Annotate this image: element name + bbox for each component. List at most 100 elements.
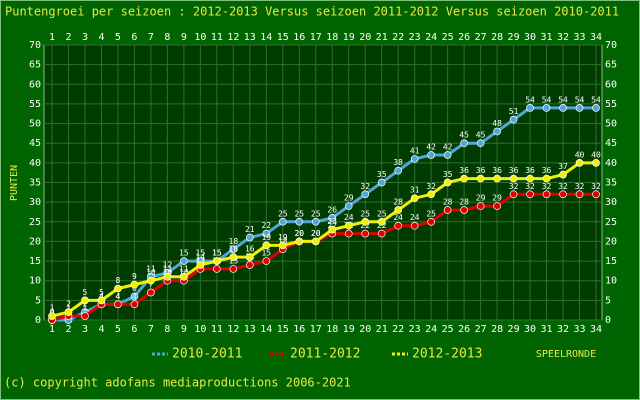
data-label: 18 bbox=[229, 237, 239, 246]
x-tick-label-top: 13 bbox=[244, 32, 256, 43]
x-tick-label-top: 6 bbox=[131, 32, 137, 43]
x-tick-label: 26 bbox=[458, 324, 470, 335]
data-label: 15 bbox=[212, 249, 222, 258]
x-tick-label-top: 11 bbox=[211, 32, 223, 43]
data-point bbox=[328, 214, 337, 222]
data-label: 35 bbox=[443, 170, 453, 179]
x-tick-label: 16 bbox=[293, 324, 305, 335]
x-tick-label: 12 bbox=[227, 324, 239, 335]
data-label: 32 bbox=[558, 182, 568, 191]
data-point bbox=[377, 178, 386, 187]
data-label: 10 bbox=[179, 268, 189, 277]
series-line bbox=[52, 106, 596, 322]
data-point bbox=[427, 151, 436, 159]
data-label: 0 bbox=[50, 308, 55, 317]
data-point bbox=[460, 206, 468, 214]
data-point bbox=[575, 190, 584, 199]
data-point bbox=[410, 194, 419, 203]
x-tick-label: 17 bbox=[310, 324, 322, 335]
data-label: 29 bbox=[492, 194, 502, 203]
y-tick-label: 20 bbox=[29, 236, 41, 247]
data-label: 36 bbox=[492, 166, 502, 175]
data-point bbox=[592, 159, 600, 167]
y-tick-label-right: 70 bbox=[605, 40, 617, 51]
x-tick-label-top: 8 bbox=[164, 32, 170, 43]
x-tick-label: 34 bbox=[590, 324, 602, 335]
data-label: 37 bbox=[558, 162, 568, 171]
data-point bbox=[344, 221, 353, 230]
data-label: 42 bbox=[426, 143, 436, 152]
data-point bbox=[245, 261, 254, 269]
data-point bbox=[311, 237, 320, 246]
y-tick-label: 70 bbox=[29, 40, 41, 51]
data-label: 36 bbox=[542, 166, 552, 175]
x-tick-label-top: 21 bbox=[376, 32, 388, 43]
data-point bbox=[476, 202, 485, 210]
data-label: 24 bbox=[393, 213, 403, 222]
x-tick-label: 21 bbox=[376, 324, 388, 335]
data-label: 36 bbox=[509, 166, 519, 175]
x-tick-label: 23 bbox=[409, 324, 421, 335]
x-tick-label-top: 22 bbox=[392, 32, 404, 43]
data-point bbox=[180, 257, 188, 265]
x-tick-label: 18 bbox=[326, 324, 338, 335]
y-tick-label-right: 10 bbox=[605, 276, 617, 287]
data-point bbox=[592, 104, 600, 112]
data-label: 25 bbox=[426, 209, 436, 218]
data-point bbox=[311, 217, 320, 226]
x-tick-label-top: 19 bbox=[343, 32, 355, 43]
data-label: 5 bbox=[99, 288, 104, 297]
series-line bbox=[51, 161, 596, 318]
data-point bbox=[394, 221, 403, 230]
data-label: 35 bbox=[377, 170, 387, 179]
y-tick-label-right: 65 bbox=[605, 60, 617, 71]
data-point bbox=[443, 206, 452, 214]
data-label: 32 bbox=[509, 182, 519, 191]
data-label: 25 bbox=[294, 209, 304, 218]
x-tick-label-top: 28 bbox=[491, 32, 503, 43]
x-tick-label: 20 bbox=[359, 324, 371, 335]
data-label: 10 bbox=[163, 268, 173, 277]
footer: (c) copyright adofans mediaproductions 2… bbox=[4, 376, 351, 390]
y-tick-label: 0 bbox=[35, 315, 41, 326]
data-label: 54 bbox=[558, 95, 568, 104]
data-label: 4 bbox=[99, 292, 104, 301]
data-point bbox=[328, 225, 337, 234]
y-tick-label-right: 5 bbox=[605, 295, 611, 306]
legend-label: 2010-2011 bbox=[172, 347, 242, 362]
legend-label: 2012-2013 bbox=[412, 347, 482, 362]
data-point bbox=[64, 308, 73, 316]
x-tick-label: 3 bbox=[82, 324, 88, 335]
x-tick-label-top: 2 bbox=[65, 32, 71, 43]
x-tick-label-top: 25 bbox=[442, 32, 454, 43]
data-point bbox=[427, 190, 436, 199]
data-label: 20 bbox=[294, 229, 304, 238]
data-label: 48 bbox=[492, 119, 502, 128]
data-point bbox=[493, 202, 501, 210]
data-point bbox=[344, 202, 353, 210]
data-label: 32 bbox=[360, 182, 370, 191]
x-tick-label: 5 bbox=[115, 324, 121, 335]
data-label: 0 bbox=[50, 308, 55, 317]
x-tick-label-top: 29 bbox=[508, 32, 520, 43]
data-point bbox=[196, 261, 205, 269]
data-point bbox=[394, 166, 403, 175]
x-tick-label-top: 30 bbox=[524, 32, 536, 43]
data-label: 25 bbox=[360, 209, 370, 218]
x-tick-label-top: 5 bbox=[115, 32, 121, 43]
x-tick-label-top: 9 bbox=[181, 32, 187, 43]
x-tick-label-top: 15 bbox=[277, 32, 289, 43]
data-label: 28 bbox=[443, 198, 453, 207]
data-point bbox=[361, 217, 370, 226]
x-tick-label-top: 23 bbox=[409, 32, 421, 43]
data-label: 13 bbox=[196, 256, 206, 265]
series-line bbox=[51, 192, 596, 322]
data-point bbox=[81, 296, 89, 305]
y-tick-label-right: 45 bbox=[605, 138, 617, 149]
y-tick-label-right: 20 bbox=[605, 236, 617, 247]
data-point bbox=[526, 104, 534, 112]
data-label: 25 bbox=[377, 209, 387, 218]
data-point bbox=[48, 312, 56, 320]
y-tick-label: 5 bbox=[35, 295, 41, 306]
